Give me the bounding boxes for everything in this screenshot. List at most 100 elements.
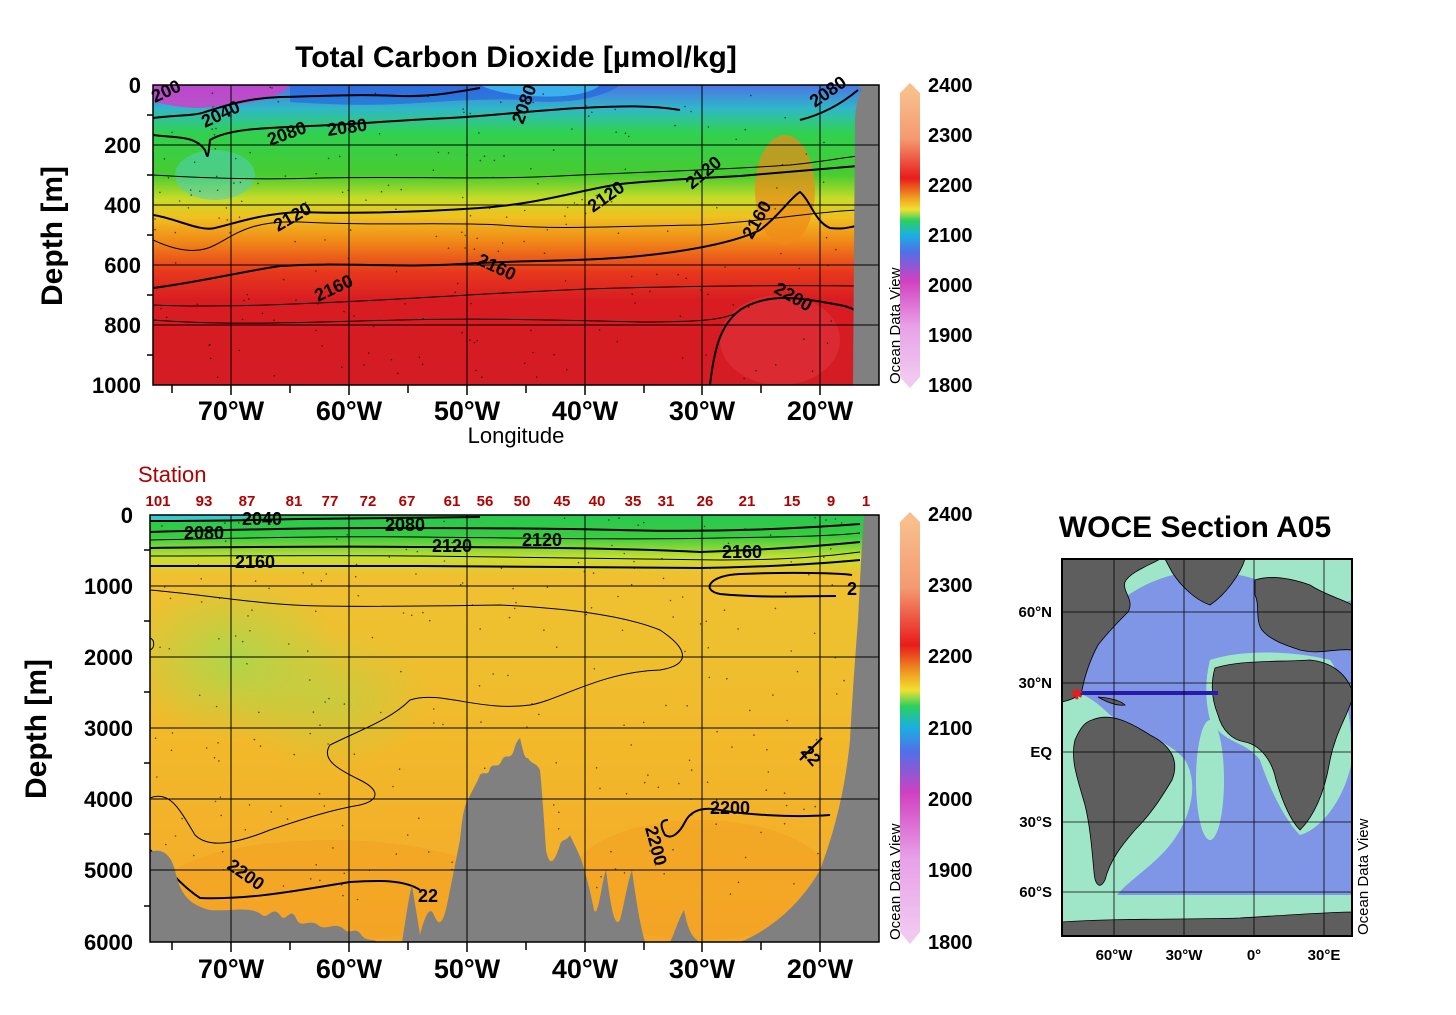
top-deep-light bbox=[720, 295, 840, 385]
top-chart-title: Total Carbon Dioxide [µmol/kg] bbox=[295, 41, 737, 74]
bottom-colorbar: 2400 2300 2200 2100 2000 1900 1800 Ocean… bbox=[887, 504, 973, 954]
sample-dot bbox=[343, 872, 346, 875]
sample-dot bbox=[744, 856, 747, 859]
sample-dot bbox=[380, 190, 383, 193]
sample-dot bbox=[737, 881, 740, 884]
top-colorbar: 2400 2300 2200 2100 2000 1900 1800 Ocean… bbox=[887, 75, 973, 397]
contour-thin-d bbox=[150, 637, 155, 651]
sample-dot bbox=[537, 183, 539, 185]
sample-dot bbox=[585, 613, 588, 616]
sample-dot bbox=[321, 345, 323, 347]
sample-dot bbox=[647, 774, 649, 776]
sample-dot bbox=[753, 734, 755, 736]
sample-dot bbox=[805, 153, 808, 155]
cb-tick: 2400 bbox=[928, 504, 973, 526]
sample-dot bbox=[674, 124, 676, 127]
sample-dot bbox=[507, 674, 509, 677]
sample-dot bbox=[724, 266, 726, 268]
sample-dot bbox=[443, 560, 446, 562]
sample-dot bbox=[836, 693, 838, 695]
sample-dot bbox=[340, 366, 343, 369]
sample-dot bbox=[346, 534, 349, 536]
sample-dot bbox=[788, 288, 790, 291]
sample-dot bbox=[443, 520, 445, 523]
sample-dot bbox=[707, 293, 709, 296]
sample-dot bbox=[703, 525, 706, 528]
bottom-contour-labels: 2040 2080 2080 2120 2120 2160 2160 2200 … bbox=[184, 509, 857, 906]
sample-dot bbox=[395, 270, 398, 273]
map-side-label: Ocean Data View bbox=[1355, 818, 1372, 935]
sample-dot bbox=[435, 235, 438, 238]
sample-dot bbox=[259, 745, 262, 747]
sample-dot bbox=[464, 247, 467, 249]
sample-dot bbox=[815, 738, 818, 741]
contour-thin-4 bbox=[153, 309, 741, 324]
sample-dot bbox=[678, 782, 680, 785]
bottom-x-ticks: 70°W 60°W 50°W 40°W 30°W 20°W bbox=[198, 954, 854, 984]
map-tick: 60°S bbox=[1019, 884, 1052, 901]
sample-dot bbox=[464, 234, 467, 237]
contour-2120 bbox=[153, 165, 859, 230]
sample-dot bbox=[258, 711, 260, 714]
bottom-sample-dots bbox=[153, 516, 845, 901]
colorbar-bottom-cap bbox=[900, 932, 920, 944]
sample-dot bbox=[421, 363, 424, 366]
contour-thin-c bbox=[150, 589, 683, 844]
sample-dot bbox=[663, 873, 665, 875]
sample-dot bbox=[469, 214, 472, 217]
sample-dot bbox=[478, 685, 481, 687]
sample-dot bbox=[483, 155, 486, 157]
sample-dot bbox=[459, 583, 462, 586]
sample-dot bbox=[705, 620, 707, 623]
sample-dot bbox=[241, 318, 244, 321]
sample-dot bbox=[432, 708, 435, 710]
y-tick: 600 bbox=[104, 253, 141, 278]
top-east-orange bbox=[755, 135, 815, 245]
sample-dot bbox=[461, 331, 464, 334]
colorbar-bottom-cap bbox=[900, 377, 920, 388]
sample-dot bbox=[320, 579, 323, 582]
sample-dot bbox=[634, 302, 636, 304]
station-number: 1 bbox=[862, 493, 870, 510]
station-number: 31 bbox=[658, 493, 675, 510]
sample-dot bbox=[462, 108, 465, 110]
sample-dot bbox=[783, 822, 786, 825]
map-tick: 60°N bbox=[1018, 604, 1052, 621]
sample-dot bbox=[633, 560, 635, 563]
sample-dot bbox=[617, 595, 619, 598]
map-tick: 60°W bbox=[1096, 947, 1134, 964]
sample-dot bbox=[749, 709, 751, 712]
sample-dot bbox=[284, 175, 287, 177]
station-number: 67 bbox=[399, 493, 416, 510]
sample-dot bbox=[834, 518, 837, 520]
sample-dot bbox=[623, 552, 626, 555]
sample-dot bbox=[324, 701, 326, 703]
sample-dot bbox=[530, 168, 532, 170]
sample-dot bbox=[353, 315, 355, 317]
contour-2120 bbox=[150, 541, 861, 554]
sample-dot bbox=[241, 640, 244, 643]
sample-dot bbox=[253, 738, 256, 741]
station-number: 15 bbox=[784, 493, 801, 510]
sample-dot bbox=[475, 369, 477, 372]
sample-dot bbox=[543, 252, 546, 254]
sample-dot bbox=[248, 804, 251, 806]
sample-dot bbox=[218, 217, 220, 219]
sample-dot bbox=[476, 237, 478, 240]
map-caribbean bbox=[1097, 696, 1126, 706]
sample-dot bbox=[154, 218, 156, 220]
sample-dot bbox=[750, 94, 752, 97]
sample-dot bbox=[637, 524, 639, 526]
sample-dot bbox=[681, 357, 684, 359]
sample-dot bbox=[526, 726, 528, 728]
sample-dot bbox=[324, 239, 326, 241]
top-section-plot: Total Carbon Dioxide [µmol/kg] bbox=[36, 41, 973, 448]
sample-dot bbox=[277, 100, 280, 103]
contour-label: 2080 bbox=[184, 523, 224, 543]
sample-dot bbox=[272, 97, 274, 99]
sample-dot bbox=[498, 113, 500, 116]
sample-dot bbox=[690, 769, 693, 771]
sample-dot bbox=[174, 262, 177, 264]
bottom-section-plot: Station 101 93 87 81 77 72 67 61 56 50 45 40 35 31 26 2… bbox=[20, 462, 973, 984]
sample-dot bbox=[630, 583, 633, 586]
